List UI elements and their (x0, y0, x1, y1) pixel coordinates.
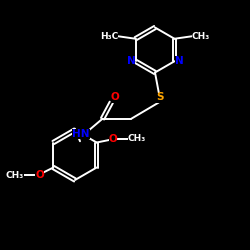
Text: O: O (35, 170, 44, 180)
Text: O: O (110, 92, 120, 102)
Text: N: N (127, 56, 136, 66)
Text: S: S (156, 92, 164, 102)
Text: N: N (174, 56, 183, 66)
Text: O: O (108, 134, 117, 144)
Text: CH₃: CH₃ (6, 170, 24, 179)
Text: HN: HN (72, 129, 90, 139)
Text: CH₃: CH₃ (128, 134, 146, 143)
Text: H₃C: H₃C (100, 32, 118, 41)
Text: CH₃: CH₃ (192, 32, 210, 41)
